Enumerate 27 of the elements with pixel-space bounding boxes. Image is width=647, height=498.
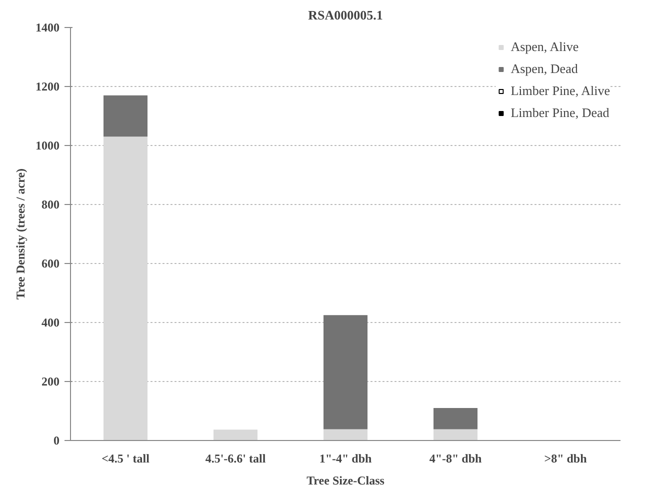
bar [324, 315, 368, 430]
y-tick-label: 1200 [36, 80, 60, 94]
y-tick-label: 600 [42, 256, 60, 270]
legend-label: Limber Pine, Dead [510, 105, 610, 121]
y-tick-label: 1000 [36, 138, 60, 152]
bar [104, 95, 148, 137]
bar [104, 136, 148, 440]
bar [434, 408, 478, 430]
x-axis-title: Tree Size-Class [306, 474, 385, 488]
bar [324, 429, 368, 440]
x-tick-label: 4.5'-6.6' tall [205, 452, 266, 466]
y-tick-label: 1400 [36, 20, 60, 34]
legend-label: Limber Pine, Alive [510, 83, 610, 99]
legend-label: Aspen, Alive [510, 39, 579, 55]
bar [214, 430, 258, 440]
x-tick-label: 1"-4" dbh [319, 452, 372, 466]
y-tick-label: 200 [42, 374, 60, 388]
legend-label: Aspen, Dead [510, 61, 578, 77]
y-axis-title: Tree Density (trees / acre) [14, 168, 28, 300]
bar [434, 429, 478, 440]
y-tick-label: 800 [42, 198, 60, 212]
chart-title: RSA000005.1 [308, 8, 383, 22]
y-tick-label: 400 [42, 316, 60, 330]
x-tick-label: >8" dbh [544, 452, 588, 466]
x-tick-label: 4"-8" dbh [429, 452, 482, 466]
y-tick-label: 0 [54, 434, 60, 448]
x-tick-label: <4.5 ' tall [102, 452, 150, 466]
